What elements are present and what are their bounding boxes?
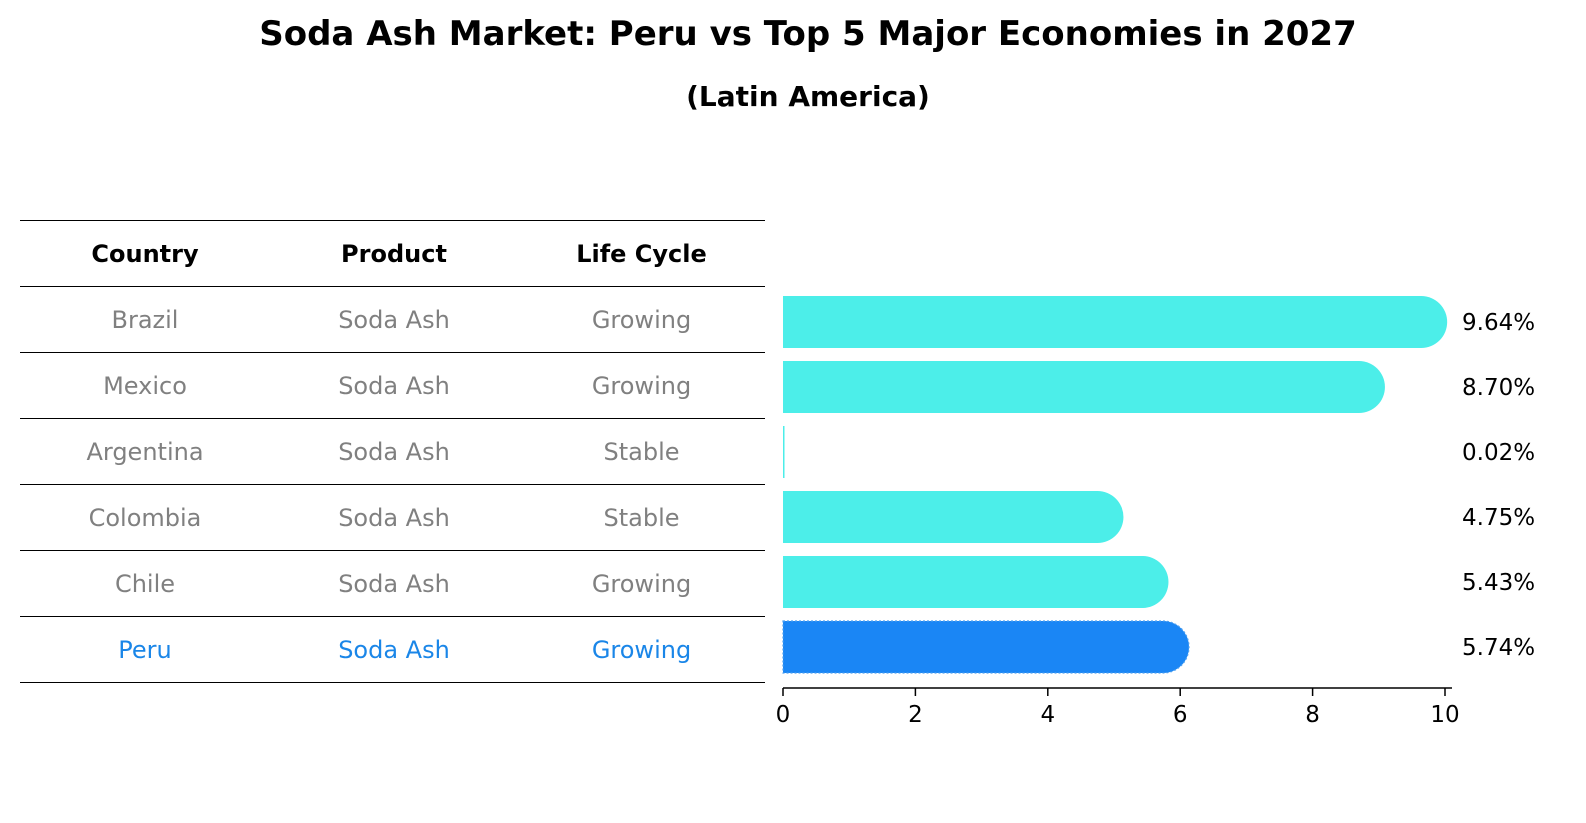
x-tick-label: 2 (908, 702, 923, 728)
table-header-row: Country Product Life Cycle (20, 220, 765, 287)
chart-subtitle: (Latin America) (686, 80, 930, 113)
x-tick-label: 6 (1173, 702, 1188, 728)
life-cycle-cell: Growing (518, 286, 765, 353)
header-country: Country (20, 220, 270, 287)
bar (783, 426, 785, 478)
product-cell: Soda Ash (270, 418, 518, 485)
value-label: 9.64% (1462, 310, 1535, 336)
bar (783, 556, 1169, 608)
product-cell: Soda Ash (270, 286, 518, 353)
value-label: 5.43% (1462, 570, 1535, 596)
value-label: 4.75% (1462, 505, 1535, 531)
x-tick-label: 0 (776, 702, 791, 728)
country-cell: Colombia (20, 484, 270, 551)
life-cycle-cell: Growing (518, 550, 765, 617)
country-cell: Peru (20, 616, 270, 683)
bar (783, 361, 1385, 413)
country-cell: Brazil (20, 286, 270, 353)
bar-highlight (782, 620, 1190, 674)
x-tick-label: 8 (1305, 702, 1320, 728)
value-label: 0.02% (1462, 440, 1535, 466)
bars-group: 9.64% 8.70% 0.02% 4.75% 5.43% 5.74% (782, 296, 1535, 674)
product-cell: Soda Ash (270, 550, 518, 617)
x-tick-label: 4 (1040, 702, 1055, 728)
x-axis: 0 2 4 6 8 10 (776, 687, 1460, 728)
country-cell: Chile (20, 550, 270, 617)
value-label: 8.70% (1462, 375, 1535, 401)
x-tick-label: 10 (1430, 702, 1459, 728)
table-row: Mexico Soda Ash Growing (20, 352, 765, 419)
product-cell: Soda Ash (270, 616, 518, 683)
market-table: Country Product Life Cycle Brazil Soda A… (20, 220, 765, 683)
life-cycle-cell: Growing (518, 616, 765, 683)
table-row: Colombia Soda Ash Stable (20, 484, 765, 551)
product-cell: Soda Ash (270, 352, 518, 419)
table-row: Argentina Soda Ash Stable (20, 418, 765, 485)
life-cycle-cell: Stable (518, 418, 765, 485)
table-row: Chile Soda Ash Growing (20, 550, 765, 617)
life-cycle-cell: Stable (518, 484, 765, 551)
header-life-cycle: Life Cycle (518, 220, 765, 287)
bar (783, 296, 1448, 348)
table-row-highlight: Peru Soda Ash Growing (20, 616, 765, 683)
value-label: 5.74% (1462, 635, 1535, 661)
table-row: Brazil Soda Ash Growing (20, 286, 765, 353)
product-cell: Soda Ash (270, 484, 518, 551)
chart-title: Soda Ash Market: Peru vs Top 5 Major Eco… (259, 14, 1357, 54)
country-cell: Mexico (20, 352, 270, 419)
bar (783, 491, 1124, 543)
header-product: Product (270, 220, 518, 287)
country-cell: Argentina (20, 418, 270, 485)
